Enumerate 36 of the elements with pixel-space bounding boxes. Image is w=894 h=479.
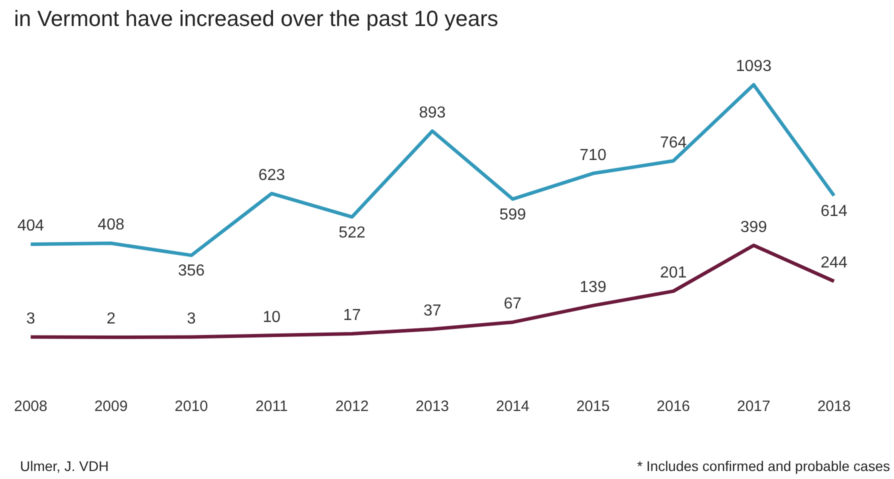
x-tick-label: 2018 xyxy=(817,398,851,416)
data-label: 764 xyxy=(660,134,687,152)
data-label: 710 xyxy=(580,146,606,164)
data-label: 10 xyxy=(262,308,281,326)
chart-title: in Vermont have increased over the past 10 years xyxy=(14,6,498,32)
x-tick-label: 2012 xyxy=(335,398,369,416)
data-label: 599 xyxy=(499,206,526,224)
data-label: 623 xyxy=(258,166,286,184)
data-label: 408 xyxy=(98,216,124,234)
data-label: 2 xyxy=(106,310,116,328)
text: * Includes confirmed and probable cases xyxy=(637,458,890,474)
x-tick-label: 2013 xyxy=(416,398,450,416)
data-label: 201 xyxy=(660,264,687,282)
data-label: 37 xyxy=(423,302,442,320)
data-label: 522 xyxy=(338,224,366,242)
data-label: 614 xyxy=(820,203,848,220)
data-label: 893 xyxy=(418,104,446,122)
data-label: 244 xyxy=(820,254,848,272)
x-tick-label: 2009 xyxy=(94,398,128,416)
x-tick-label: 2010 xyxy=(174,398,208,416)
x-tick-label: 2008 xyxy=(14,398,48,416)
x-tick-label: 2017 xyxy=(736,398,770,416)
data-label: 67 xyxy=(504,296,522,313)
data-label: 3 xyxy=(186,310,196,328)
x-tick-label: 2011 xyxy=(256,398,288,416)
x-tick-label: 2015 xyxy=(576,398,610,416)
x-tick-label: 2016 xyxy=(656,398,690,416)
x-tick-label: 2014 xyxy=(496,398,530,416)
data-label: 139 xyxy=(580,278,606,296)
data-label: 17 xyxy=(343,307,362,324)
data-label: 1093 xyxy=(736,58,772,76)
data-label: 404 xyxy=(17,218,44,235)
text: Ulmer, J. VDH xyxy=(20,458,109,474)
data-label: 3 xyxy=(26,310,36,328)
data-label: 356 xyxy=(178,262,205,280)
data-label: 399 xyxy=(740,218,768,236)
